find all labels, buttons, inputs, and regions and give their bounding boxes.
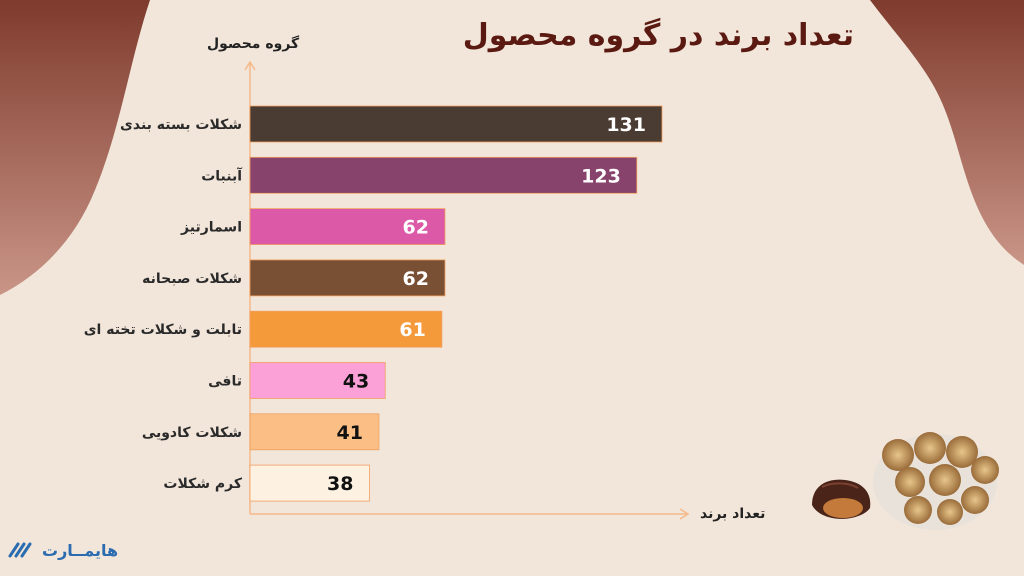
bar-value-label: 62: [403, 268, 429, 290]
logo-text: هایمــارت: [42, 540, 119, 560]
bar: [249, 259, 446, 297]
logo-icon: [8, 542, 32, 558]
chart-title: تعداد برند در گروه محصول: [462, 18, 854, 53]
bar-value-label: 38: [327, 473, 353, 495]
y-axis-arrow: [244, 60, 256, 71]
bar: [249, 310, 443, 348]
category-label: شکلات صبحانه: [142, 271, 242, 287]
bar: [249, 105, 663, 143]
bar: [249, 156, 638, 194]
bar-value-label: 62: [403, 217, 429, 239]
bar-value-label: 131: [606, 114, 646, 136]
category-label: اسمارتیز: [180, 220, 242, 236]
right-corner-shape: [870, 0, 1024, 265]
bar-value-label: 123: [581, 165, 621, 187]
candy-illustration: [812, 432, 999, 530]
bar: [249, 413, 380, 451]
bar-value-label: 61: [399, 319, 425, 341]
x-axis-arrow: [679, 508, 690, 520]
category-label: آبنبات: [201, 166, 243, 184]
bar: [249, 208, 446, 246]
bar: [249, 362, 386, 399]
brand-logo: هایمــارت: [8, 540, 118, 560]
category-label: تابلت و شکلات تخته ای: [84, 322, 242, 338]
left-corner-shape: [0, 0, 150, 295]
category-label: شکلات کادویی: [142, 425, 242, 441]
bar-value-label: 41: [336, 422, 362, 444]
category-label: تافی: [208, 374, 242, 390]
category-label: کرم شکلات: [163, 476, 242, 492]
y-axis-label: گروه محصول: [207, 36, 300, 52]
x-axis-label: تعداد برند: [700, 506, 766, 522]
bar-value-label: 43: [343, 371, 369, 393]
category-label: شکلات بسته بندی: [120, 117, 242, 133]
bar: [249, 464, 370, 502]
